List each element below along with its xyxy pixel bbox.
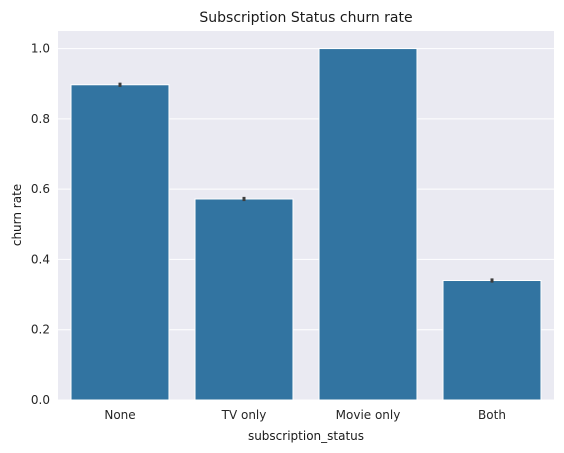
y-tick-label: 0.2 bbox=[31, 323, 50, 337]
bar-none bbox=[70, 84, 170, 401]
bar-movie-only bbox=[318, 48, 418, 401]
x-tick-label: Movie only bbox=[336, 408, 401, 422]
y-tick-label: 1.0 bbox=[31, 42, 50, 56]
x-tick-label: TV only bbox=[221, 408, 267, 422]
y-tick-label: 0.6 bbox=[31, 182, 50, 196]
x-axis-ticks: None TV only Movie only Both bbox=[104, 408, 506, 422]
y-tick-label: 0.0 bbox=[31, 393, 50, 407]
bars bbox=[70, 48, 542, 401]
bar-tv-only bbox=[194, 198, 294, 401]
x-tick-label: None bbox=[104, 408, 135, 422]
y-tick-label: 0.4 bbox=[31, 252, 50, 266]
chart-title: Subscription Status churn rate bbox=[199, 10, 412, 26]
x-tick-label: Both bbox=[478, 408, 506, 422]
error-bars bbox=[118, 82, 494, 283]
x-axis-label: subscription_status bbox=[248, 429, 364, 443]
bar-both bbox=[442, 280, 542, 401]
y-axis-ticks: 0.0 0.2 0.4 0.6 0.8 1.0 bbox=[31, 42, 50, 407]
y-axis-label: churn rate bbox=[10, 184, 24, 246]
y-tick-label: 0.8 bbox=[31, 112, 50, 126]
